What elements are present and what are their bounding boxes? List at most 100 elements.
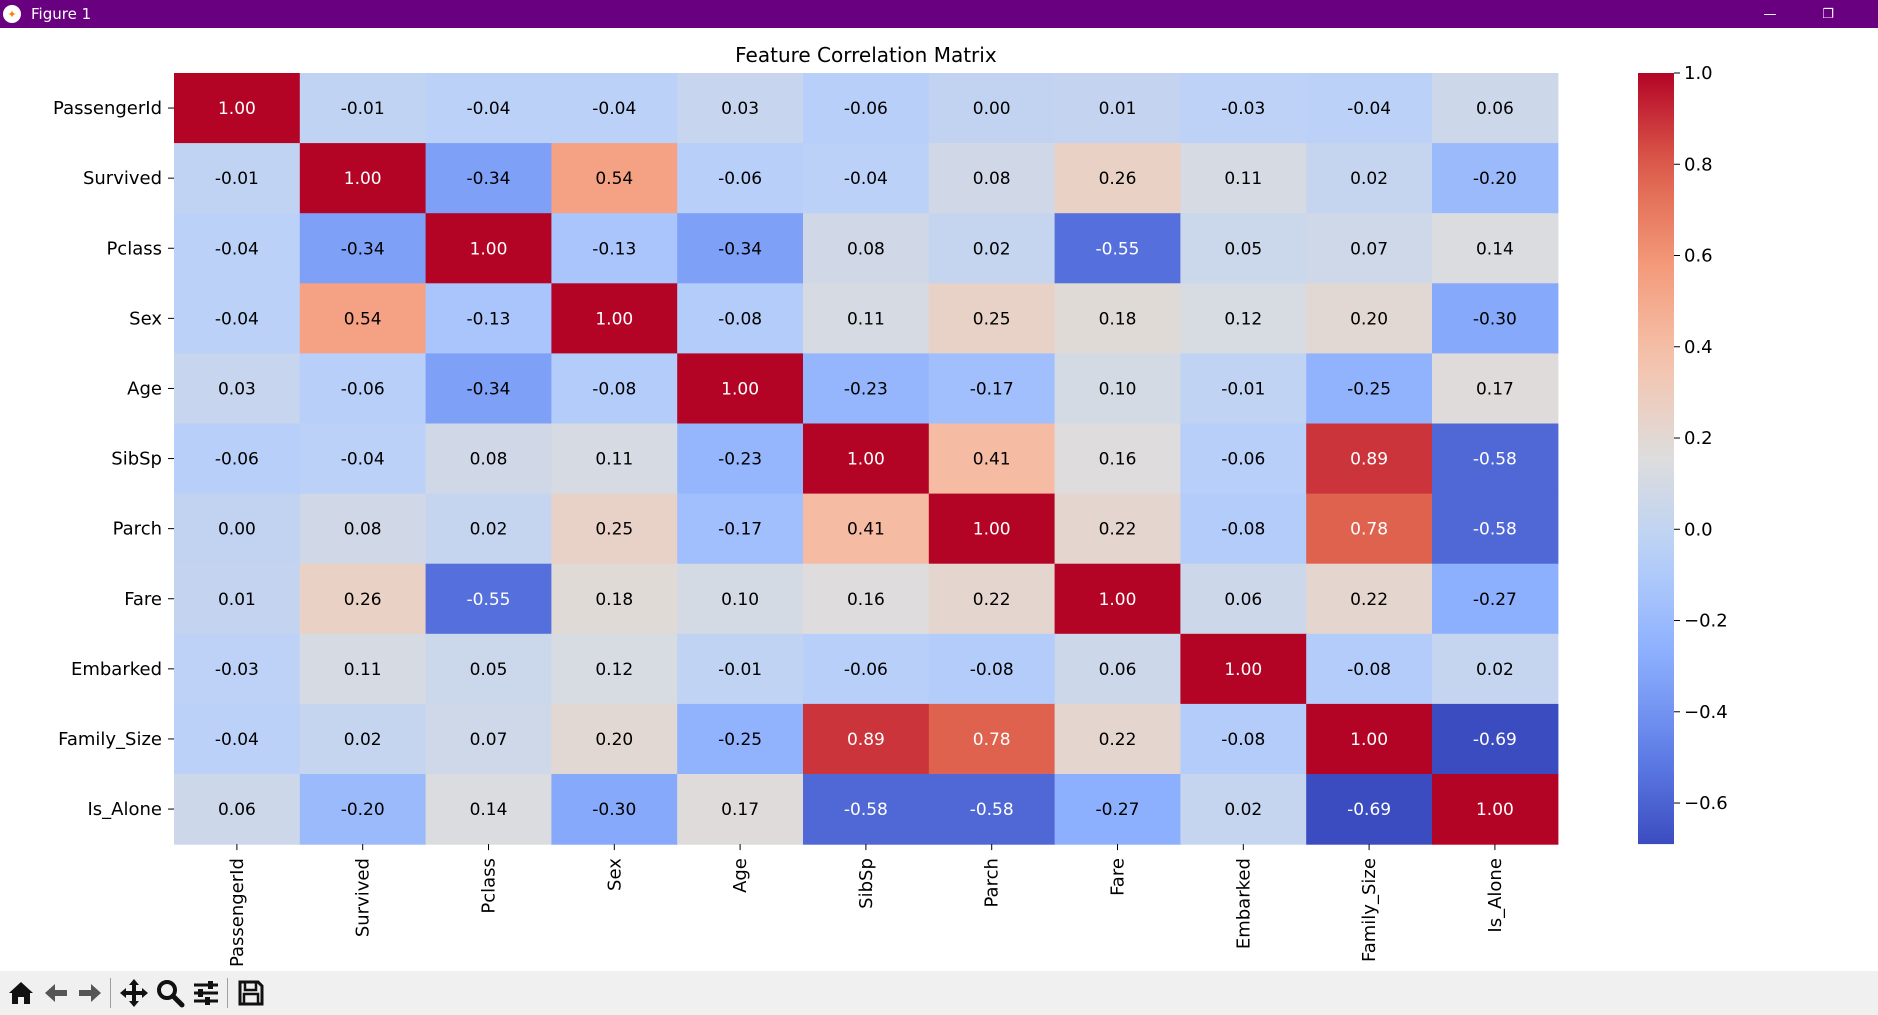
cell-value-label: 0.54 (344, 309, 382, 329)
heatmap-cell (425, 563, 552, 635)
cell-value-label: -0.20 (1473, 169, 1517, 189)
restore-button[interactable]: ❐ (1822, 6, 1834, 22)
cell-value-label: 0.06 (1476, 99, 1514, 119)
heatmap-cell (299, 353, 427, 425)
cell-value-label: 0.78 (973, 730, 1011, 750)
heatmap-cell (174, 283, 301, 354)
heatmap-cell (1432, 73, 1559, 144)
x-tick-label: Pclass (479, 858, 500, 914)
heatmap-cell (677, 73, 804, 144)
forward-icon (79, 984, 101, 1002)
cell-value-label: -0.04 (1347, 99, 1391, 119)
navigation-toolbar (0, 971, 1878, 1015)
x-tick-label: Age (730, 858, 751, 893)
cell-value-label: 0.02 (470, 520, 508, 540)
heatmap-cell (1180, 283, 1307, 354)
cell-value-label: -0.08 (592, 379, 636, 399)
cell-value-label: 0.06 (1099, 660, 1137, 680)
cell-value-label: -0.04 (215, 730, 259, 750)
cell-value-label: -0.08 (1221, 730, 1265, 750)
cell-value-label: 0.08 (344, 520, 382, 540)
x-tick-label: Survived (353, 858, 374, 937)
cell-value-label: 0.54 (595, 169, 633, 189)
cell-value-label: 1.00 (721, 379, 759, 399)
heatmap-cell (551, 633, 678, 705)
forward-button[interactable] (74, 975, 106, 1011)
cell-value-label: -0.58 (844, 800, 888, 820)
correlation-heatmap-chart: Feature Correlation Matrix 1.00 -0.01 -0.04… (53, 43, 1728, 967)
heatmap-cell (1054, 143, 1181, 214)
back-button[interactable] (40, 975, 72, 1011)
heatmap-cell (425, 774, 552, 845)
heatmap-cell (1180, 423, 1307, 495)
heatmap-cell (425, 493, 552, 565)
cell-value-label: 0.12 (1224, 309, 1262, 329)
cell-value-label: 0.16 (1099, 450, 1137, 470)
y-tick-label: Embarked (71, 659, 162, 680)
heatmap-cell (928, 143, 1056, 214)
heatmap-cell (1054, 423, 1181, 495)
heatmap-cell (1306, 73, 1433, 144)
colorbar-tick-label: −0.2 (1684, 611, 1728, 632)
window-titlebar: ✦ Figure 1 — ❐ (0, 0, 1878, 28)
cell-value-label: 0.41 (847, 520, 885, 540)
heatmap-cell (299, 213, 427, 284)
cell-value-label: -0.30 (592, 800, 636, 820)
cell-value-label: -0.06 (1221, 450, 1265, 470)
heatmap-cell (174, 143, 301, 214)
heatmap-cell (1054, 213, 1181, 284)
minimize-button[interactable]: — (1763, 6, 1777, 22)
cell-value-label: -0.08 (1221, 520, 1265, 540)
cell-value-label: 0.22 (973, 590, 1011, 610)
heatmap-cell (1432, 493, 1559, 565)
heatmap-cell (677, 283, 804, 354)
heatmap-cell (1306, 143, 1433, 214)
cell-value-label: 0.06 (218, 800, 256, 820)
cell-value-label: 0.02 (973, 239, 1011, 259)
cell-value-label: 0.78 (1350, 520, 1388, 540)
pan-button[interactable] (117, 975, 151, 1011)
heatmap-cell (803, 283, 930, 354)
x-tick-label: Embarked (1233, 858, 1254, 949)
heatmap-cell (1432, 774, 1559, 845)
heatmap-cell (677, 774, 804, 845)
heatmap-cell (1432, 213, 1559, 284)
heatmap-cell (425, 213, 552, 284)
cell-value-label: 0.22 (1350, 590, 1388, 610)
heatmap-cell (1180, 143, 1307, 214)
heatmap-cell (1306, 774, 1433, 845)
heatmap-cell (803, 774, 930, 845)
cell-value-label: -0.04 (592, 99, 636, 119)
heatmap-cell (928, 774, 1056, 845)
cell-value-label: 0.89 (847, 730, 885, 750)
heatmap-cell (174, 703, 301, 775)
heatmap-cell (928, 563, 1056, 635)
heatmap-cell (1180, 563, 1307, 635)
y-tick-label: Parch (113, 519, 162, 540)
cell-value-label: -0.04 (341, 450, 385, 470)
cell-value-label: 0.00 (973, 99, 1011, 119)
app-icon: ✦ (3, 5, 21, 23)
home-button[interactable] (4, 975, 38, 1011)
y-tick-label: Family_Size (58, 729, 162, 750)
save-button[interactable] (234, 975, 268, 1011)
y-tick-label: SibSp (111, 449, 162, 470)
configure-subplots-button[interactable] (189, 975, 223, 1011)
colorbar-tick-label: 0.2 (1684, 428, 1713, 449)
heatmap-cell (299, 423, 427, 495)
zoom-button[interactable] (153, 975, 187, 1011)
home-icon (9, 982, 33, 1004)
heatmap-cell (551, 143, 678, 214)
cell-value-label: -0.04 (215, 239, 259, 259)
heatmap-cell (1180, 353, 1307, 425)
colorbar (1638, 73, 1674, 845)
heatmap-cell (803, 423, 930, 495)
cell-value-label: 1.00 (1350, 730, 1388, 750)
heatmap-cell (1180, 73, 1307, 144)
cell-value-label: -0.55 (1096, 239, 1140, 259)
cell-value-label: -0.03 (1221, 99, 1265, 119)
heatmap-cell (928, 423, 1056, 495)
heatmap-cell (928, 493, 1056, 565)
colorbar-tick-label: 0.8 (1684, 154, 1713, 175)
cell-value-label: 0.14 (1476, 239, 1514, 259)
